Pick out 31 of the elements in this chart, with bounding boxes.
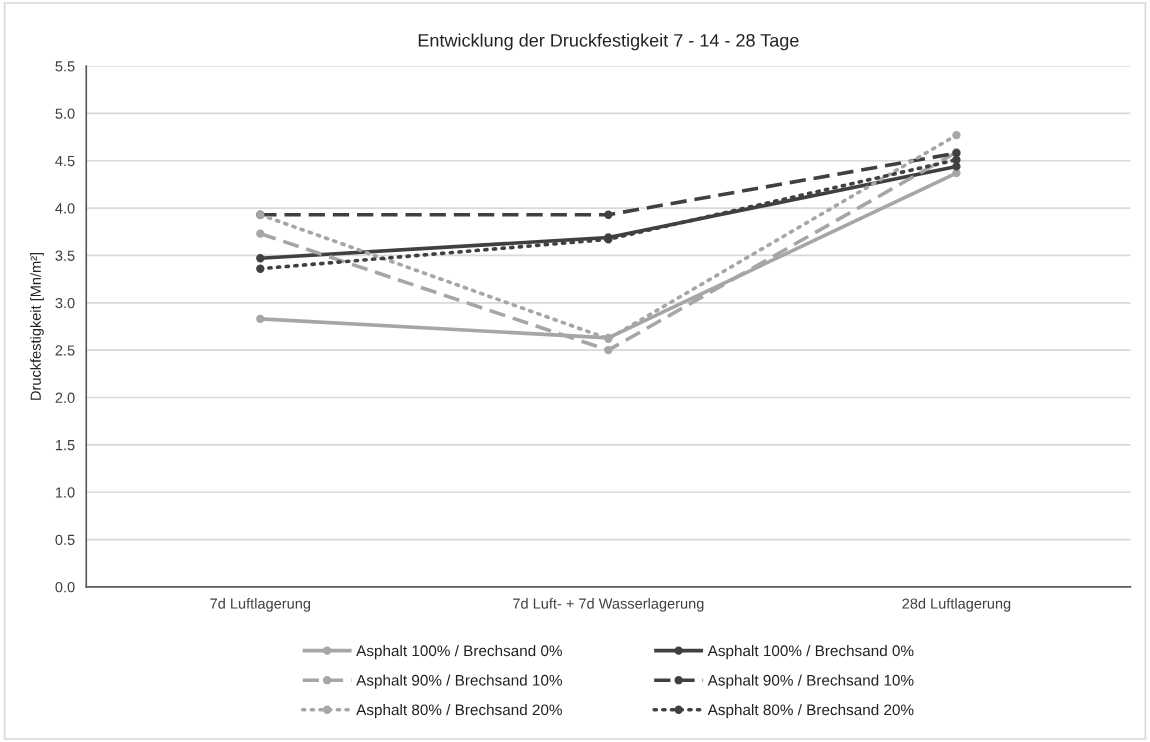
x-tick-label: 7d Luftlagerung <box>210 598 311 612</box>
x-tick-label: 7d Luft- + 7d Wasserlagerung <box>513 598 704 612</box>
y-tick-label: 0.5 <box>55 534 75 545</box>
point <box>952 131 961 140</box>
legend-label: Asphalt 90% / Brechsand 10% <box>356 674 562 689</box>
point <box>604 345 613 355</box>
y-tick-label: 5.0 <box>55 108 75 119</box>
y-tick-label: 2.0 <box>55 392 75 403</box>
chart-title: Entwicklung der Druckfestigkeit 7 - 14 - 28 Tage <box>418 33 799 51</box>
legend-label: Asphalt 80% / Brechsand 20% <box>707 703 914 719</box>
y-tick-label: 1.5 <box>55 440 75 451</box>
x-tick-label: 28d Luftlagerung <box>902 598 1011 612</box>
point <box>256 254 265 263</box>
y-tick-label: 4.5 <box>55 156 75 167</box>
legend-label: Asphalt 90% / Brechsand 10% <box>707 674 914 689</box>
legend-label: Asphalt 80% / Brechsand 20% <box>356 703 562 719</box>
y-tick-label: 4.0 <box>55 203 75 214</box>
y-axis-title: Druckfestigkeit [Mn/m²] <box>30 252 44 400</box>
point <box>256 314 265 324</box>
point <box>256 264 265 273</box>
point <box>604 210 613 219</box>
y-tick-label: 1.0 <box>55 487 75 498</box>
point <box>256 229 265 238</box>
y-tick-label: 3.0 <box>55 297 75 309</box>
point <box>952 155 961 164</box>
legend-label: Asphalt 100% / Brechsand 0% <box>707 644 914 660</box>
legend-label: Asphalt 100% / Brechsand 0% <box>356 644 562 660</box>
y-tick-label: 2.5 <box>55 345 75 356</box>
y-tick-label: 0.0 <box>55 582 75 593</box>
y-tick-label: 5.5 <box>55 61 75 72</box>
y-tick-label: 3.5 <box>55 250 75 261</box>
